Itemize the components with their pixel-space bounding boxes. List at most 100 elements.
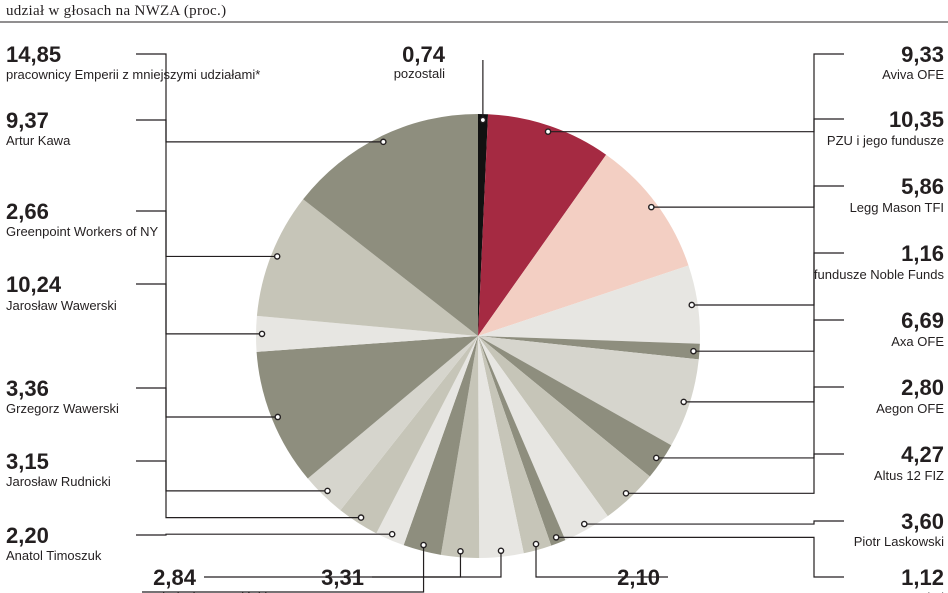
leader-dot: [552, 534, 560, 541]
leader-line: [691, 185, 844, 306]
pie-slice: [478, 336, 699, 446]
leader-dot: [479, 116, 487, 124]
slice-value-label: 2,10: [617, 565, 660, 590]
slice-value-label: 0,74: [402, 42, 446, 67]
pie-slice: [478, 336, 700, 360]
leader-dot: [648, 203, 655, 211]
pie-slice: [440, 336, 480, 559]
slice-value-label: 10,35: [889, 107, 944, 132]
leader-dot: [324, 487, 331, 495]
leader-lines: [136, 53, 844, 593]
leader-line: [584, 520, 844, 525]
slice-value-label: 2,80: [901, 375, 944, 400]
slice-name-label: fundusze Noble Funds: [814, 267, 945, 282]
leader-dot: [497, 547, 505, 555]
slice-name-label: Altus 12 FIZ: [874, 468, 944, 483]
slice-value-label: 3,15: [6, 449, 49, 474]
slice-name-label: pozostali: [394, 66, 445, 81]
slice-name-label: Aviva OFE: [882, 67, 944, 82]
slice-value-label: 14,85: [6, 42, 61, 67]
slice-name-label: Aegon OFE: [876, 401, 944, 416]
leader-dot: [680, 398, 687, 406]
leader-line: [548, 53, 844, 133]
leader-line: [136, 210, 263, 335]
leader-line: [204, 551, 462, 578]
pie-slice: [307, 336, 478, 511]
pie-slice: [256, 336, 478, 479]
leader-dot: [622, 490, 630, 497]
leader-line: [656, 386, 844, 459]
pie-slice: [256, 199, 478, 336]
slice-value-label: 2,66: [6, 199, 49, 224]
slice-value-label: 9,33: [901, 42, 944, 67]
pie-slice: [303, 114, 478, 336]
pie-slices: [256, 114, 701, 559]
leader-dot: [532, 540, 540, 548]
leader-line: [136, 283, 278, 418]
pie-slice: [478, 336, 552, 554]
pie-slice: [478, 336, 608, 541]
pie-slice: [478, 114, 607, 336]
slice-name-label: PZU i jego fundusze: [827, 133, 944, 148]
pie-slice: [478, 265, 701, 344]
leader-line: [556, 536, 844, 578]
leader-dot: [688, 301, 696, 309]
slice-name-label: Axa OFE: [891, 334, 944, 349]
pie-slice: [376, 336, 478, 546]
pie-slice: [478, 336, 672, 477]
slice-value-label: 3,36: [6, 376, 49, 401]
slice-name-label: Władysław Wasiński: [150, 590, 267, 593]
slice-name-label: pracownicy Emperii z mniejszymi udziałam…: [6, 67, 260, 82]
leader-dot: [580, 520, 588, 528]
slice-value-label: 1,16: [901, 241, 944, 266]
chart-title: udział w głosach na NWZA (proc.): [6, 3, 226, 19]
pie-slice: [478, 114, 489, 336]
leader-dot: [273, 253, 281, 260]
leader-line: [142, 545, 425, 593]
slice-name-label: Jarosław Rudnicki: [6, 474, 111, 489]
slice-value-label: 1,12: [901, 565, 944, 590]
leader-dot: [357, 514, 365, 521]
slice-value-label: 5,86: [901, 174, 944, 199]
slice-value-label: 6,69: [901, 308, 944, 333]
slice-value-label: 4,27: [901, 442, 944, 467]
pie-slice: [403, 336, 478, 555]
slice-name-label: Grzegorz Wawerski: [6, 401, 119, 416]
slice-name-label: Legg Mason TFI: [850, 200, 944, 215]
slice-value-label: 10,24: [6, 272, 62, 297]
slice-name-label: AP Capital: [883, 590, 944, 593]
slice-name-label: Jarosław Wawerski: [6, 298, 117, 313]
leader-dot: [457, 547, 464, 555]
slice-value-label: 9,37: [6, 108, 49, 133]
slice-name-label: Anatol Timoszuk: [6, 548, 102, 563]
pie-slice: [340, 336, 478, 534]
leader-line: [136, 387, 328, 492]
leader-line: [651, 118, 844, 208]
leader-line: [693, 252, 844, 352]
leader-line: [535, 544, 668, 578]
leader-dot: [258, 330, 266, 338]
pie-slice: [478, 154, 689, 336]
pie-slice: [256, 315, 478, 352]
leader-line: [136, 119, 278, 258]
leader-line: [625, 453, 844, 494]
leader-dot: [388, 530, 396, 538]
slice-name-label: Greenpoint Workers of NY: [6, 224, 159, 239]
slice-name-label: Piotr Laskowski: [854, 534, 944, 549]
leader-dot: [544, 128, 552, 135]
leader-line: [683, 319, 844, 403]
slice-value-label: 2,20: [6, 523, 49, 548]
slice-value-label: 3,31: [321, 565, 364, 590]
slice-name-label: Artur Kawa: [6, 133, 71, 148]
slice-value-label: 3,60: [901, 509, 944, 534]
leader-dot: [420, 541, 427, 549]
leader-dot: [690, 347, 697, 355]
slice-value-label: 2,84: [153, 565, 197, 590]
pie-slice: [478, 336, 650, 517]
leader-line: [136, 533, 393, 536]
leader-dot: [380, 138, 387, 146]
pie-slice: [478, 336, 524, 558]
leader-dot: [274, 413, 282, 421]
